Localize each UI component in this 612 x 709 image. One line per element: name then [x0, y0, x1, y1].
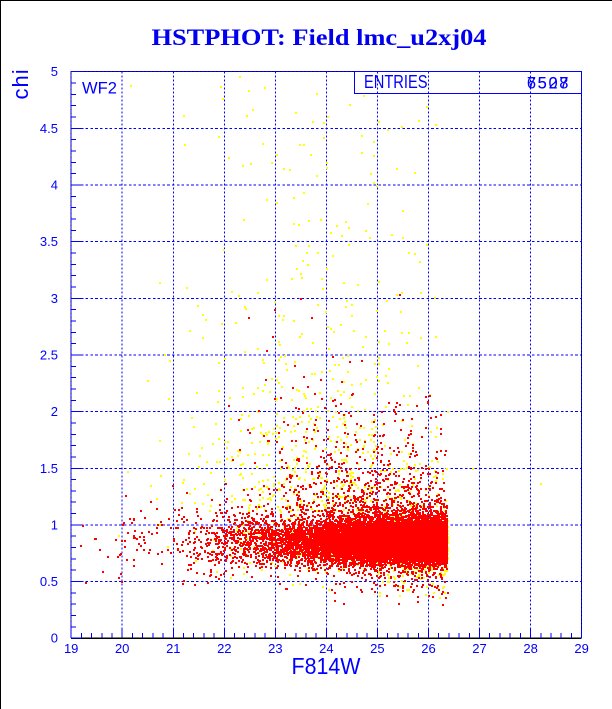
svg-text:7508: 7508 [527, 75, 570, 93]
svg-text:ENTRIES: ENTRIES [364, 72, 428, 92]
svg-text:1: 1 [51, 517, 58, 532]
svg-text:22: 22 [217, 641, 231, 656]
svg-text:28: 28 [523, 641, 537, 656]
svg-text:21: 21 [166, 641, 180, 656]
svg-text:26: 26 [421, 641, 435, 656]
svg-text:6527: 6527 [527, 75, 570, 93]
svg-text:5: 5 [51, 64, 58, 79]
svg-text:19: 19 [64, 641, 78, 656]
svg-text:24: 24 [319, 641, 333, 656]
svg-text:1.5: 1.5 [40, 461, 58, 476]
svg-text:23: 23 [268, 641, 282, 656]
svg-text:4: 4 [51, 178, 58, 193]
svg-text:WF2: WF2 [82, 79, 117, 98]
svg-text:20: 20 [115, 641, 129, 656]
svg-text:3: 3 [51, 291, 58, 306]
svg-text:0.5: 0.5 [40, 574, 58, 589]
svg-text:4.5: 4.5 [40, 121, 58, 136]
svg-text:25: 25 [370, 641, 384, 656]
svg-text:0: 0 [51, 631, 58, 646]
svg-text:27: 27 [472, 641, 486, 656]
svg-text:3.5: 3.5 [40, 234, 58, 249]
svg-text:F814W: F814W [292, 653, 361, 679]
svg-text:HSTPHOT: Field lmc_u2xj04: HSTPHOT: Field lmc_u2xj04 [152, 25, 487, 51]
svg-text:2: 2 [51, 404, 58, 419]
svg-text:29: 29 [574, 641, 588, 656]
svg-text:chi: chi [8, 68, 33, 99]
svg-text:2.5: 2.5 [40, 348, 58, 363]
